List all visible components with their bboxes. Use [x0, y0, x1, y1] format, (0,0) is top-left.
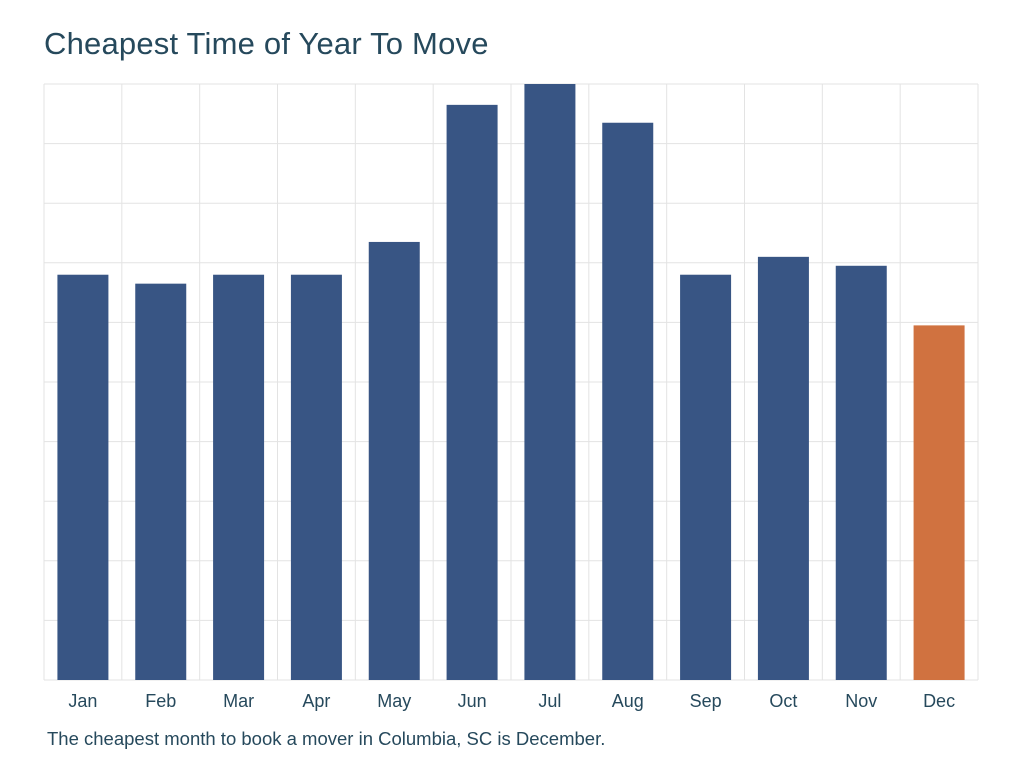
- x-tick-label-jan: Jan: [68, 691, 97, 711]
- chart-title: Cheapest Time of Year To Move: [44, 26, 489, 61]
- bar-apr: [290, 274, 342, 680]
- bar-aug: [602, 122, 654, 681]
- bars: [57, 84, 965, 681]
- x-tick-labels: Jan Feb Mar Apr May Jun Jul Aug Sep Oct Nov Dec: [68, 691, 955, 711]
- x-tick-label-apr: Apr: [302, 691, 330, 711]
- x-tick-label-sep: Sep: [690, 691, 722, 711]
- bar-jun: [446, 104, 498, 681]
- bar-mar: [213, 274, 265, 680]
- bar-jul: [524, 84, 576, 680]
- x-tick-label-nov: Nov: [845, 691, 877, 711]
- bar-oct: [757, 256, 809, 680]
- x-tick-label-jun: Jun: [458, 691, 487, 711]
- grid-lines: [43, 83, 979, 681]
- x-tick-label-aug: Aug: [612, 691, 644, 711]
- bar-may: [368, 241, 420, 680]
- x-tick-label-dec: Dec: [923, 691, 955, 711]
- x-tick-label-oct: Oct: [769, 691, 797, 711]
- bar-nov: [835, 265, 887, 680]
- bar-feb: [135, 283, 187, 680]
- bar-dec: [913, 325, 965, 680]
- x-tick-label-feb: Feb: [145, 691, 176, 711]
- bar-sep: [680, 274, 732, 680]
- x-tick-label-may: May: [377, 691, 411, 711]
- chart-caption: The cheapest month to book a mover in Co…: [47, 728, 606, 749]
- bar-jan: [57, 274, 109, 680]
- x-tick-label-jul: Jul: [538, 691, 561, 711]
- x-tick-label-mar: Mar: [223, 691, 254, 711]
